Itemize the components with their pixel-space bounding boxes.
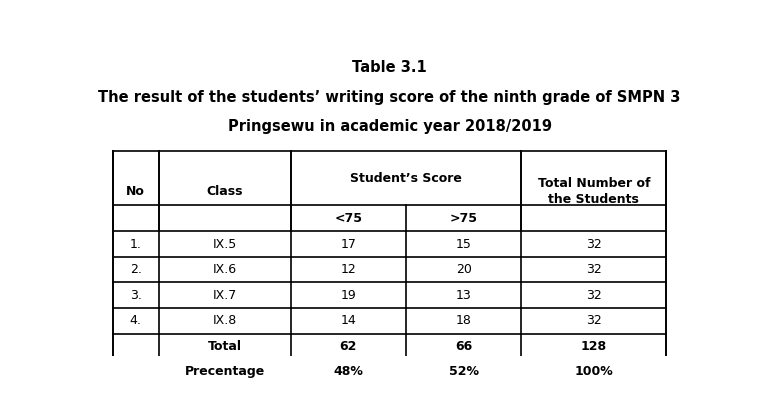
Text: IX.8: IX.8 bbox=[213, 314, 237, 327]
Text: 17: 17 bbox=[340, 238, 356, 250]
Text: 100%: 100% bbox=[575, 365, 613, 378]
Text: 19: 19 bbox=[340, 289, 356, 302]
Text: 3.: 3. bbox=[130, 289, 141, 302]
Text: Total Number of
the Students: Total Number of the Students bbox=[537, 177, 650, 206]
Text: >75: >75 bbox=[450, 212, 477, 225]
Text: Table 3.1: Table 3.1 bbox=[352, 60, 427, 75]
Text: 4.: 4. bbox=[130, 314, 141, 327]
Bar bbox=[112, 151, 667, 385]
Text: 62: 62 bbox=[340, 340, 357, 353]
Text: IX.7: IX.7 bbox=[213, 289, 237, 302]
Text: <75: <75 bbox=[334, 212, 363, 225]
Text: 14: 14 bbox=[340, 314, 356, 327]
Text: 32: 32 bbox=[586, 289, 602, 302]
Text: 32: 32 bbox=[586, 238, 602, 250]
Text: No: No bbox=[126, 185, 145, 198]
Text: 20: 20 bbox=[456, 263, 472, 276]
Text: 32: 32 bbox=[586, 314, 602, 327]
Text: 66: 66 bbox=[455, 340, 472, 353]
Text: 128: 128 bbox=[581, 340, 607, 353]
Text: 12: 12 bbox=[340, 263, 356, 276]
Text: Total: Total bbox=[207, 340, 242, 353]
Text: 48%: 48% bbox=[334, 365, 363, 378]
Text: 1.: 1. bbox=[130, 238, 141, 250]
Text: 32: 32 bbox=[586, 263, 602, 276]
Text: The result of the students’ writing score of the ninth grade of SMPN 3: The result of the students’ writing scor… bbox=[98, 90, 681, 104]
Text: Student’s Score: Student’s Score bbox=[350, 172, 462, 185]
Bar bbox=[112, 151, 667, 385]
Text: IX.6: IX.6 bbox=[213, 263, 237, 276]
Text: Precentage: Precentage bbox=[185, 365, 264, 378]
Text: 2.: 2. bbox=[130, 263, 141, 276]
Text: Pringsewu in academic year 2018/2019: Pringsewu in academic year 2018/2019 bbox=[227, 119, 552, 134]
Text: Class: Class bbox=[207, 185, 243, 198]
Text: IX.5: IX.5 bbox=[213, 238, 237, 250]
Text: 13: 13 bbox=[456, 289, 471, 302]
Text: 18: 18 bbox=[456, 314, 472, 327]
Text: 15: 15 bbox=[456, 238, 472, 250]
Text: 52%: 52% bbox=[448, 365, 479, 378]
